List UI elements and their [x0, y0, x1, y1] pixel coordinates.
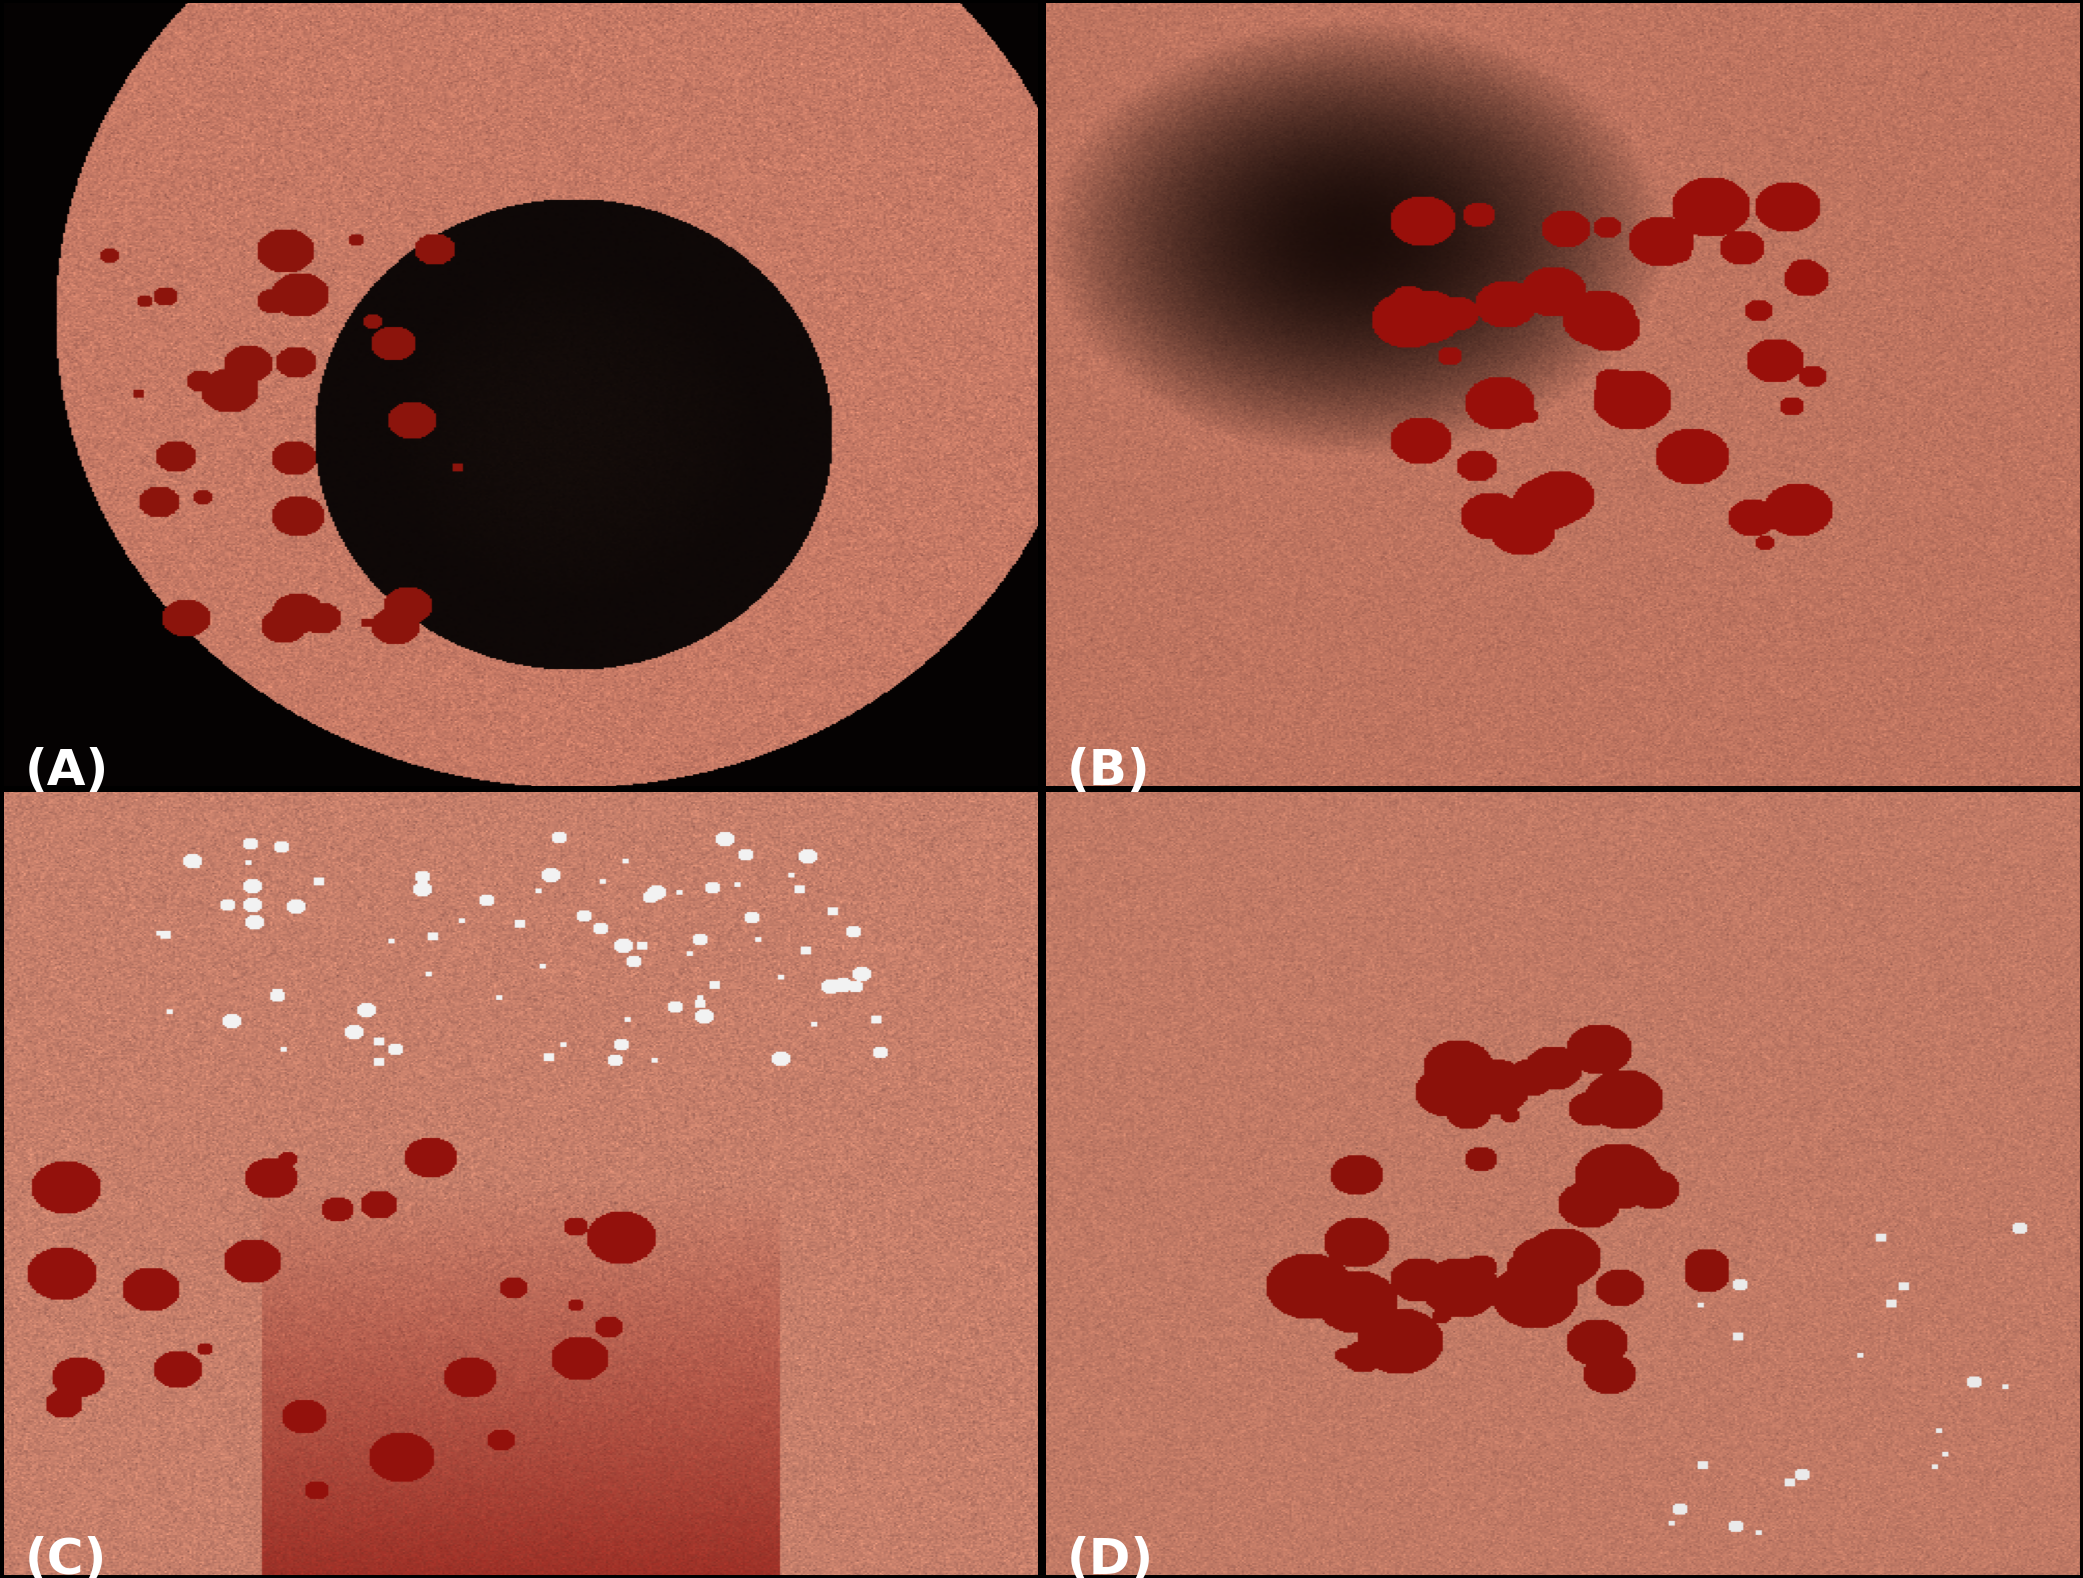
Text: (A): (A): [25, 746, 108, 795]
Text: (D): (D): [1066, 1535, 1154, 1578]
Text: (B): (B): [1066, 746, 1150, 795]
Text: (C): (C): [25, 1535, 106, 1578]
